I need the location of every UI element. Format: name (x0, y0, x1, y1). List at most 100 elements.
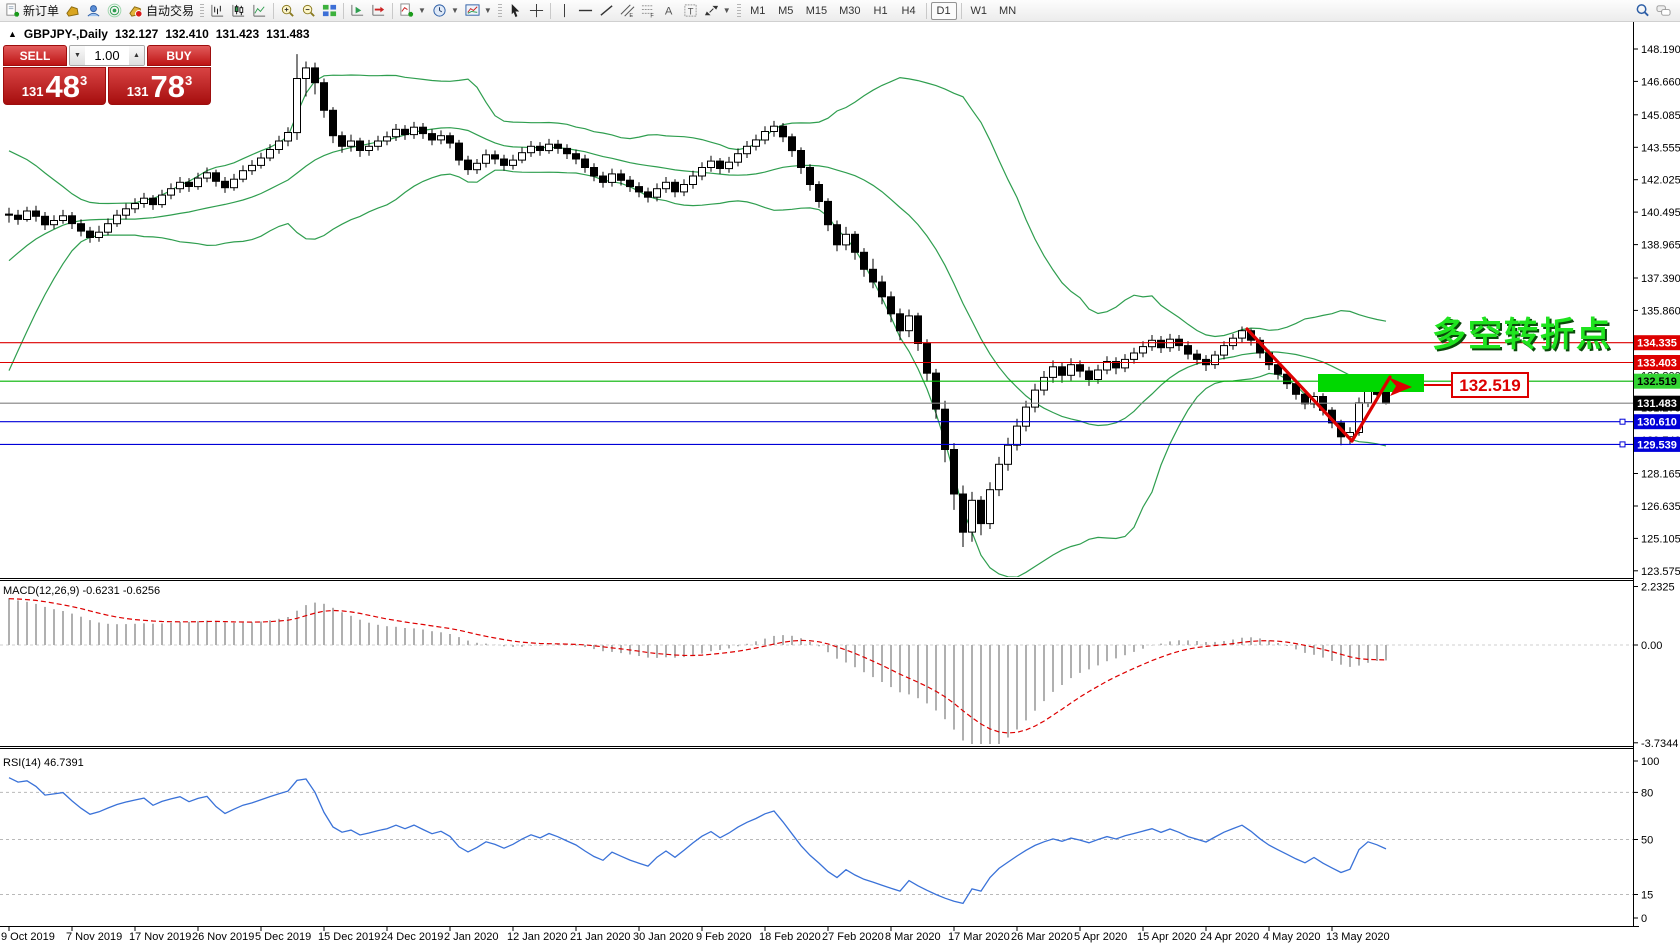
crosshair-button[interactable] (526, 1, 547, 21)
y-axis-tick: 143.555 (1641, 142, 1680, 154)
timeframe-M30[interactable]: M30 (834, 2, 865, 20)
price-label-box[interactable] (1451, 372, 1529, 398)
sell-price[interactable]: 131 48 3 (3, 67, 106, 105)
bar-chart-button[interactable] (207, 1, 228, 21)
volume-increase-icon[interactable]: ▲ (129, 46, 144, 65)
price-badge (1634, 335, 1680, 351)
autotrading-button[interactable]: 自动交易 (125, 1, 197, 21)
cursor-button[interactable] (505, 1, 526, 21)
indicators-button[interactable]: ▼ (396, 1, 429, 21)
x-axis-date-label: 17 Mar 2020 (948, 931, 1010, 943)
line-chart-icon (253, 4, 266, 17)
zoom-out-button[interactable] (298, 1, 319, 21)
buy-price[interactable]: 131 78 3 (108, 67, 211, 105)
auto-scroll-button[interactable] (347, 1, 368, 21)
red-arrow[interactable] (1388, 377, 1412, 396)
volume-input[interactable] (85, 46, 129, 65)
timeframe-M15[interactable]: M15 (801, 2, 832, 20)
horizontal-line-button[interactable] (575, 1, 596, 21)
y-axis-tick: 146.660 (1641, 76, 1680, 88)
indicators-dropdown-icon: ▼ (418, 6, 426, 15)
fibonacci-button[interactable]: F (638, 1, 659, 21)
x-axis-date-label: 24 Apr 2020 (1200, 931, 1259, 943)
x-axis-date-label: 26 Nov 2019 (192, 931, 254, 943)
timeframe-H1[interactable]: H1 (868, 2, 894, 20)
high-value: 132.410 (165, 27, 209, 41)
price-badge-text: 132.519 (1637, 376, 1677, 388)
buy-price-figure: 131 (126, 84, 149, 99)
market-watch-icon (66, 6, 79, 17)
zoom-in-button[interactable] (277, 1, 298, 21)
timeframe-H4[interactable]: H4 (896, 2, 922, 20)
macd-label: MACD(12,26,9) -0.6231 -0.6256 (3, 585, 160, 597)
buy-button[interactable]: BUY (147, 45, 211, 66)
timeframe-M5[interactable]: M5 (773, 2, 799, 20)
vertical-line-button[interactable] (554, 1, 575, 21)
fibonacci-icon: F (641, 5, 654, 18)
tile-windows-button[interactable] (319, 1, 340, 21)
trendline-button[interactable] (596, 1, 617, 21)
text-label-button[interactable]: T (680, 1, 701, 21)
price-badge-text: 133.403 (1637, 358, 1677, 370)
periods-dropdown-icon: ▼ (450, 6, 459, 15)
market-watch-button[interactable] (62, 1, 83, 21)
trendline-1[interactable] (1245, 327, 1354, 443)
sell-price-figure: 131 (21, 84, 44, 99)
candlestick-chart-icon (232, 4, 245, 17)
x-axis-date-label: 15 Dec 2019 (318, 931, 380, 943)
toolbar: 新订单 自动交易 ▼ ▼ (0, 0, 1680, 22)
y-axis-tick: 126.635 (1641, 501, 1680, 513)
signals-icon (107, 3, 122, 18)
candlestick-chart (5, 54, 1390, 577)
indicators-icon (400, 3, 414, 17)
rsi-axis-tick: 15 (1641, 890, 1653, 902)
svg-text:E: E (629, 13, 633, 18)
x-axis-date-label: 9 Feb 2020 (696, 931, 752, 943)
text-button[interactable]: A (659, 1, 680, 21)
volume-decrease-icon[interactable]: ▼ (70, 46, 85, 65)
navigator-button[interactable] (83, 1, 104, 21)
x-axis-date-label: 5 Apr 2020 (1074, 931, 1127, 943)
chat-button[interactable] (1653, 1, 1674, 21)
x-axis-date-label: 15 Apr 2020 (1137, 931, 1196, 943)
timeframe-W1[interactable]: W1 (966, 2, 993, 20)
sell-button[interactable]: SELL (3, 45, 67, 66)
x-axis-date-label: 5 Dec 2019 (255, 931, 311, 943)
macd-indicator (0, 598, 1633, 744)
arrows-button[interactable]: ▼ (701, 1, 734, 21)
supply-zone-rectangle[interactable] (1318, 374, 1424, 392)
bar-chart-icon (211, 4, 224, 17)
price-badge-text: 130.610 (1637, 417, 1677, 429)
y-axis-tick: 123.575 (1641, 566, 1680, 578)
new-order-label: 新订单 (23, 4, 60, 18)
signals-button[interactable] (104, 1, 125, 21)
hline-handle[interactable] (1619, 441, 1626, 448)
toolbar-separator (392, 2, 394, 19)
timeframe-D1[interactable]: D1 (930, 1, 957, 20)
hline-handle[interactable] (1619, 418, 1626, 425)
y-axis-tick: 137.390 (1641, 273, 1680, 285)
x-axis-date-label: 26 Mar 2020 (1011, 931, 1073, 943)
search-button[interactable] (1632, 1, 1653, 21)
timeframe-M1[interactable]: M1 (745, 2, 771, 20)
y-axis-tick: 148.190 (1641, 44, 1680, 56)
periods-button[interactable]: ▼ (429, 1, 462, 21)
x-axis-date-label: 2 Jan 2020 (444, 931, 498, 943)
macd-axis-tick: 2.2325 (1641, 582, 1675, 594)
new-order-button[interactable]: 新订单 (2, 1, 62, 21)
equidistant-channel-button[interactable]: E (617, 1, 638, 21)
timeframe-MN[interactable]: MN (994, 2, 1021, 20)
line-chart-button[interactable] (249, 1, 270, 21)
chart-shift-button[interactable] (368, 1, 389, 21)
collapse-panel-icon[interactable]: ▲ (8, 29, 17, 39)
trendline-2[interactable] (1350, 375, 1392, 443)
autotrading-label: 自动交易 (146, 4, 195, 18)
candlestick-chart-button[interactable] (228, 1, 249, 21)
templates-button[interactable]: ▼ (462, 1, 495, 21)
annotation-text[interactable]: 多空转折点 (1432, 316, 1612, 354)
rsi-label: RSI(14) 46.7391 (3, 757, 84, 769)
macd-axis-tick: 0.00 (1641, 640, 1662, 652)
toolbar-separator (273, 2, 275, 19)
